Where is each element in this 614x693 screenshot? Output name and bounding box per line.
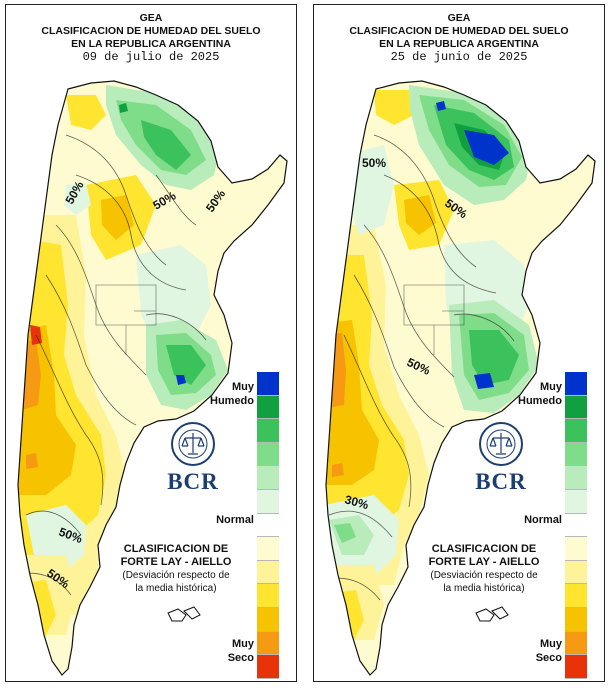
- legend-color-swatch: [257, 489, 279, 514]
- legend-color-swatch: [257, 584, 279, 608]
- moisture-color-scale: [257, 372, 279, 679]
- title-line-1: GEA: [139, 12, 163, 24]
- map-date: 25 de junio de 2025: [390, 50, 528, 64]
- map-panel-july-09: GEA CLASIFICACION DE HUMEDAD DEL SUELO E…: [5, 4, 297, 682]
- legend-color-swatch: [257, 607, 279, 632]
- bcr-logo: BCR: [153, 421, 233, 495]
- bcr-seal-icon: [479, 422, 523, 466]
- bcr-logo: BCR: [461, 421, 541, 495]
- bcr-seal-icon: [171, 422, 215, 466]
- legend-color-swatch: [257, 513, 279, 538]
- legend-color-swatch: [565, 372, 587, 396]
- legend-color-swatch: [257, 419, 279, 443]
- bcr-wordmark: BCR: [167, 469, 219, 494]
- legend-color-swatch: [565, 631, 587, 656]
- contour-label: 50%: [362, 156, 386, 170]
- moisture-color-scale: [565, 372, 587, 679]
- legend-color-swatch: [257, 631, 279, 656]
- legend-normal: Normal: [216, 514, 254, 526]
- legend-color-swatch: [565, 442, 587, 467]
- legend-muy-humedo: Muy Humedo: [210, 381, 254, 407]
- legend-color-swatch: [565, 419, 587, 443]
- argentina-soil-moisture-map: 50% 50% 50% 30%: [325, 80, 596, 676]
- contour-label: 30%: [343, 492, 370, 512]
- title-line-2: CLASIFICACION DE HUMEDAD DEL SUELO: [349, 25, 569, 37]
- legend-color-swatch: [565, 584, 587, 608]
- argentina-soil-moisture-map: 50% 50% 50% 50% 50%: [17, 80, 288, 676]
- legend-color-swatch: [565, 655, 587, 679]
- legend-muy-seco: Muy Seco: [227, 638, 254, 664]
- legend-muy-seco: Muy Seco: [535, 638, 562, 664]
- legend-color-swatch: [565, 607, 587, 632]
- classification-credit: CLASIFICACION DE FORTE LAY - AIELLO (Des…: [120, 543, 232, 594]
- map-date: 09 de julio de 2025: [82, 50, 220, 64]
- legend-color-swatch: [565, 395, 587, 420]
- legend-color-swatch: [565, 513, 587, 538]
- title-line-3: EN LA REPUBLICA ARGENTINA: [379, 38, 539, 50]
- map-panel-june-25: GEA CLASIFICACION DE HUMEDAD DEL SUELO E…: [313, 4, 605, 682]
- title-line-1: GEA: [447, 12, 471, 24]
- legend-color-swatch: [565, 466, 587, 490]
- map-title: GEA CLASIFICACION DE HUMEDAD DEL SUELO E…: [314, 12, 604, 64]
- legend-color-swatch: [257, 560, 279, 585]
- legend-color-swatch: [565, 560, 587, 585]
- legend-color-swatch: [565, 537, 587, 561]
- legend-color-swatch: [257, 655, 279, 679]
- map-title: GEA CLASIFICACION DE HUMEDAD DEL SUELO E…: [6, 12, 296, 64]
- legend-color-swatch: [257, 442, 279, 467]
- legend-color-swatch: [565, 489, 587, 514]
- legend-normal: Normal: [524, 514, 562, 526]
- legend-color-swatch: [257, 395, 279, 420]
- legend-color-swatch: [257, 372, 279, 396]
- bcr-wordmark: BCR: [475, 469, 527, 494]
- classification-credit: CLASIFICACION DE FORTE LAY - AIELLO (Des…: [428, 543, 540, 594]
- legend-color-swatch: [257, 537, 279, 561]
- title-line-2: CLASIFICACION DE HUMEDAD DEL SUELO: [41, 25, 261, 37]
- legend-muy-humedo: Muy Humedo: [518, 381, 562, 407]
- legend-color-swatch: [257, 466, 279, 490]
- title-line-3: EN LA REPUBLICA ARGENTINA: [71, 38, 231, 50]
